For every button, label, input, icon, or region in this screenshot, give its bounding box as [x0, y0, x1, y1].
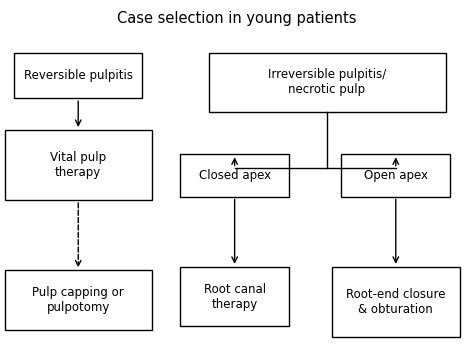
Text: Closed apex: Closed apex	[199, 169, 271, 182]
Text: Reversible pulpitis: Reversible pulpitis	[24, 69, 133, 82]
FancyBboxPatch shape	[180, 154, 289, 197]
FancyBboxPatch shape	[341, 154, 450, 197]
Text: Vital pulp
therapy: Vital pulp therapy	[50, 151, 106, 179]
FancyBboxPatch shape	[5, 270, 152, 330]
Text: Case selection in young patients: Case selection in young patients	[117, 11, 357, 26]
Text: Pulp capping or
pulpotomy: Pulp capping or pulpotomy	[32, 286, 124, 314]
FancyBboxPatch shape	[209, 53, 446, 112]
Text: Root-end closure
& obturation: Root-end closure & obturation	[346, 288, 446, 316]
FancyBboxPatch shape	[14, 53, 142, 98]
FancyBboxPatch shape	[332, 267, 460, 337]
FancyBboxPatch shape	[5, 130, 152, 200]
FancyBboxPatch shape	[180, 267, 289, 326]
Text: Irreversible pulpitis/
necrotic pulp: Irreversible pulpitis/ necrotic pulp	[268, 68, 386, 97]
Text: Open apex: Open apex	[364, 169, 428, 182]
Text: Root canal
therapy: Root canal therapy	[203, 283, 266, 311]
